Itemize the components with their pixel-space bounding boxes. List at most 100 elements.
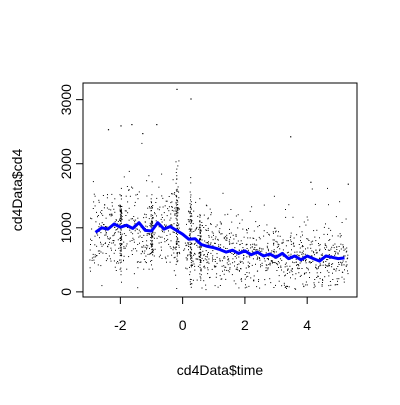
data-point <box>120 217 122 218</box>
data-point <box>150 239 152 241</box>
data-point <box>132 233 134 235</box>
data-point <box>327 249 329 251</box>
data-point <box>224 214 226 216</box>
data-point <box>189 206 191 208</box>
data-point <box>127 201 129 203</box>
data-point <box>215 236 217 238</box>
data-point <box>216 224 218 226</box>
data-point <box>224 257 226 259</box>
data-point <box>152 249 154 251</box>
data-point <box>237 227 239 229</box>
data-point <box>205 225 207 226</box>
data-point <box>207 217 209 219</box>
data-point <box>121 235 123 237</box>
data-point <box>152 268 154 270</box>
data-point <box>165 200 167 202</box>
data-point <box>234 247 236 249</box>
data-point <box>324 276 326 278</box>
data-point <box>220 223 222 225</box>
data-point <box>152 251 154 253</box>
data-point <box>325 265 327 267</box>
data-point <box>161 236 163 238</box>
data-point <box>232 262 234 264</box>
data-point <box>167 238 169 240</box>
data-point <box>223 238 225 240</box>
data-point <box>316 272 318 274</box>
data-point <box>290 253 292 255</box>
data-point <box>139 242 140 244</box>
data-point <box>253 230 255 232</box>
data-point <box>120 195 122 197</box>
data-point <box>226 234 228 236</box>
data-point <box>113 242 114 244</box>
data-point <box>199 224 201 226</box>
data-point <box>197 235 199 236</box>
data-point <box>107 129 110 131</box>
data-point <box>295 258 297 260</box>
data-point <box>160 241 162 243</box>
data-point <box>199 198 201 200</box>
data-point <box>305 272 307 274</box>
data-point <box>114 221 116 223</box>
data-point <box>199 238 201 239</box>
data-point <box>234 252 235 254</box>
data-point <box>150 201 152 203</box>
data-point <box>90 244 91 245</box>
data-point <box>259 259 261 261</box>
data-point <box>221 265 223 267</box>
data-point <box>200 277 202 279</box>
data-point <box>164 224 165 226</box>
data-point <box>200 246 202 248</box>
data-point <box>252 251 254 253</box>
data-point <box>121 219 123 221</box>
data-point <box>309 262 311 264</box>
data-point <box>203 227 205 228</box>
data-point <box>215 226 217 228</box>
data-point <box>334 268 336 270</box>
data-point <box>160 246 162 248</box>
data-point <box>163 212 165 214</box>
data-point <box>285 286 287 287</box>
data-point <box>190 222 192 224</box>
data-point <box>175 211 177 212</box>
data-point <box>137 287 139 289</box>
data-point <box>290 243 292 245</box>
data-point <box>119 259 121 261</box>
data-point <box>96 211 97 213</box>
data-point <box>284 287 286 288</box>
data-point <box>121 239 123 241</box>
data-point <box>291 249 292 251</box>
data-point <box>219 228 221 230</box>
data-point <box>123 233 125 235</box>
data-point <box>175 194 177 196</box>
data-point <box>257 256 259 258</box>
data-point <box>161 214 163 216</box>
data-point <box>159 254 161 256</box>
data-point <box>149 225 151 227</box>
data-point <box>111 214 113 216</box>
data-point <box>244 274 246 275</box>
data-point <box>315 264 317 266</box>
data-point <box>328 254 330 255</box>
data-point <box>291 268 293 270</box>
data-point <box>189 241 191 243</box>
data-point <box>205 229 207 231</box>
data-point <box>110 215 112 217</box>
data-point <box>89 267 91 269</box>
data-point <box>347 254 349 256</box>
data-point <box>121 222 122 224</box>
data-point <box>189 229 191 231</box>
data-point <box>133 219 135 221</box>
data-point <box>273 232 274 234</box>
data-point <box>305 262 307 264</box>
data-point <box>151 221 153 223</box>
data-point <box>235 215 237 217</box>
data-point <box>179 253 181 255</box>
data-point <box>175 217 177 219</box>
data-point <box>316 251 318 253</box>
data-point <box>143 259 145 260</box>
data-point <box>232 254 234 255</box>
data-point <box>264 284 266 286</box>
data-point <box>154 232 156 234</box>
data-point <box>226 248 228 249</box>
